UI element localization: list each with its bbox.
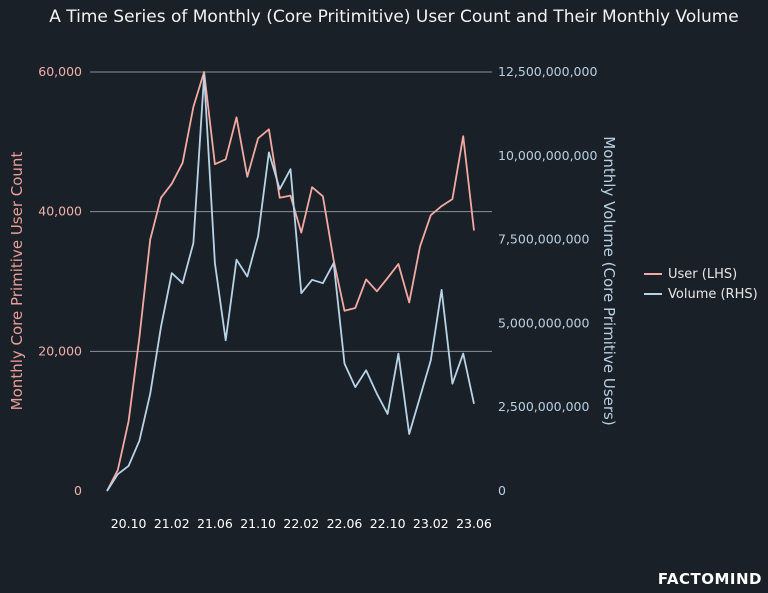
right-tick-label: 0 — [498, 483, 506, 498]
legend: User (LHS) Volume (RHS) — [644, 267, 758, 302]
x-tick-label: 23.06 — [456, 516, 492, 531]
left-tick-label: 0 — [74, 483, 82, 498]
right-tick-label: 10,000,000,000 — [498, 148, 597, 163]
legend-label-volume: Volume (RHS) — [668, 287, 758, 302]
left-axis-ticks: 0 20,000 40,000 60,000 — [38, 64, 82, 498]
left-tick-label: 20,000 — [38, 343, 82, 358]
x-tick-label: 21.06 — [197, 516, 233, 531]
gridlines — [90, 71, 492, 352]
series-lines — [106, 71, 475, 492]
x-tick-label: 22.06 — [327, 516, 363, 531]
x-axis-ticks: 20.10 21.02 21.06 21.10 22.02 22.06 22.10 23.02… — [111, 516, 492, 531]
x-tick-label: 21.10 — [240, 516, 276, 531]
right-tick-label: 2,500,000,000 — [498, 399, 589, 414]
left-tick-label: 60,000 — [38, 64, 82, 79]
left-tick-label: 40,000 — [38, 204, 82, 219]
left-axis-label: Monthly Core Primitive User Count — [8, 152, 26, 411]
right-tick-label: 7,500,000,000 — [498, 232, 589, 247]
series-line-user — [106, 71, 475, 492]
series-line-volume — [106, 74, 475, 492]
right-tick-label: 12,500,000,000 — [498, 64, 597, 79]
x-tick-label: 22.10 — [370, 516, 406, 531]
right-axis-ticks: 0 2,500,000,000 5,000,000,000 7,500,000,000… — [498, 64, 597, 498]
x-tick-label: 21.02 — [154, 516, 190, 531]
right-axis-label: Monthly Volume (Core Primitive Users) — [600, 136, 618, 425]
x-tick-label: 23.02 — [413, 516, 449, 531]
legend-label-user: User (LHS) — [668, 267, 737, 282]
right-tick-label: 5,000,000,000 — [498, 315, 589, 330]
brand-logo: FACTOMIND — [658, 570, 762, 588]
x-tick-label: 20.10 — [111, 516, 147, 531]
chart-title: A Time Series of Monthly (Core Pritimiti… — [49, 7, 739, 27]
x-tick-label: 22.02 — [283, 516, 319, 531]
